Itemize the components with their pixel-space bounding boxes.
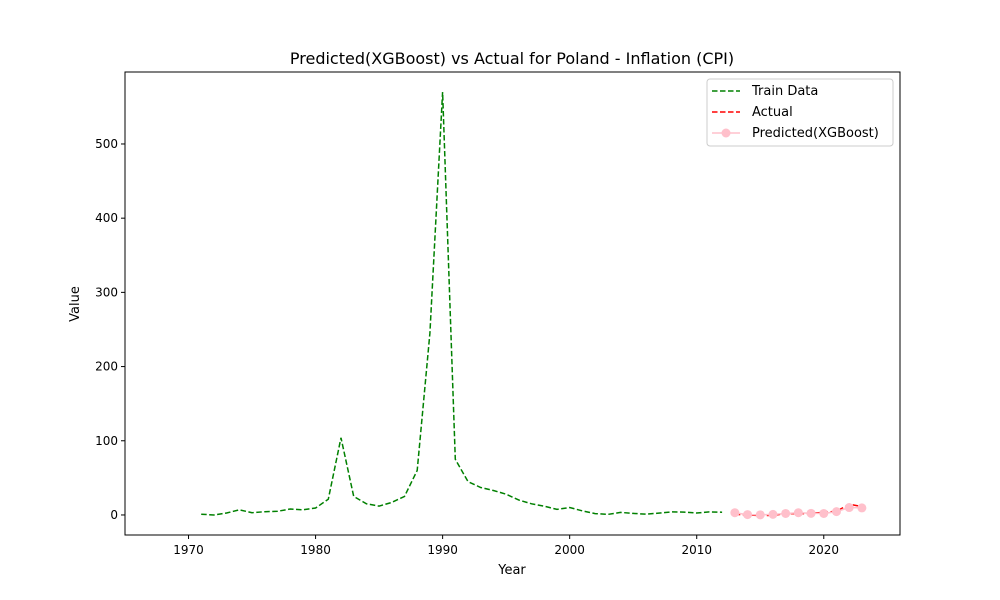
data-point-predicted-xgboost [768, 509, 778, 519]
data-point-predicted-xgboost [793, 508, 803, 518]
legend-label-predicted-xgboost: Predicted(XGBoost) [752, 126, 879, 141]
x-tick-label: 1970 [173, 543, 204, 557]
data-point-predicted-xgboost [844, 503, 854, 513]
y-axis: 0 100 200 300 400 500 [95, 137, 125, 522]
y-tick-label: 0 [110, 508, 118, 522]
y-axis-label: Value [68, 286, 83, 322]
data-point-predicted-xgboost [806, 508, 816, 518]
legend-box [706, 78, 894, 147]
x-tick-label: 2000 [554, 543, 585, 557]
x-tick-label: 2010 [681, 543, 712, 557]
data-point-predicted-xgboost [781, 508, 791, 518]
chart-title: Predicted(XGBoost) vs Actual for Poland … [290, 49, 734, 68]
x-axis: 1970 1980 1990 2000 2010 2020 [173, 535, 839, 557]
x-tick-label: 1990 [427, 543, 458, 557]
y-tick-label: 300 [95, 285, 118, 299]
data-point-predicted-xgboost [743, 510, 753, 520]
x-axis-label: Year [497, 563, 526, 578]
y-tick-label: 500 [95, 137, 118, 151]
legend: Train Data Actual Predicted(XGBoost) [706, 78, 894, 147]
x-tick-label: 1980 [300, 543, 331, 557]
legend-label-train-data: Train Data [751, 84, 818, 99]
legend-label-actual: Actual [752, 105, 793, 120]
plot-area [124, 71, 901, 536]
series-line-train-data [201, 91, 723, 516]
legend-marker-predicted-xgboost [721, 128, 731, 138]
y-tick-label: 100 [95, 434, 118, 448]
data-point-predicted-xgboost [730, 508, 740, 518]
axes-frame [124, 71, 901, 536]
data-point-predicted-xgboost [831, 507, 841, 517]
data-point-predicted-xgboost [819, 508, 829, 518]
data-point-predicted-xgboost [755, 510, 765, 520]
x-tick-label: 2020 [808, 543, 839, 557]
y-tick-label: 400 [95, 211, 118, 225]
y-tick-label: 200 [95, 360, 118, 374]
data-point-predicted-xgboost [857, 503, 867, 513]
